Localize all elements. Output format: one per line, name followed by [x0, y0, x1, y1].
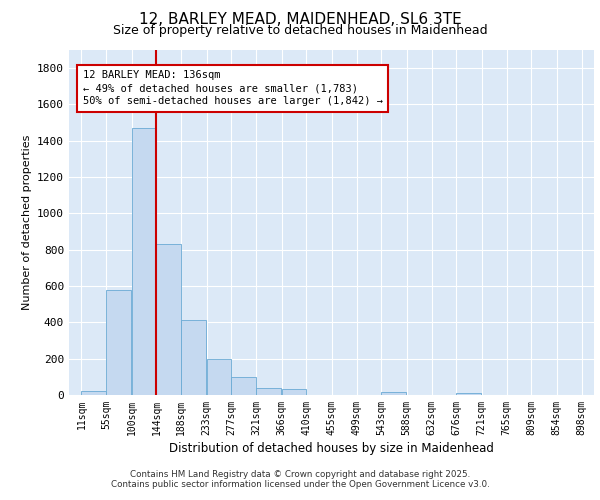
Bar: [206, 358, 232, 395]
Bar: [131, 128, 157, 395]
Bar: [382, 392, 406, 395]
Text: 12, BARLEY MEAD, MAIDENHEAD, SL6 3TE: 12, BARLEY MEAD, MAIDENHEAD, SL6 3TE: [139, 12, 461, 28]
Y-axis label: Number of detached properties: Number of detached properties: [22, 135, 32, 310]
Bar: [181, 320, 206, 395]
Bar: [232, 377, 256, 395]
Bar: [281, 388, 307, 395]
Text: 12 BARLEY MEAD: 136sqm
← 49% of detached houses are smaller (1,783)
50% of semi-: 12 BARLEY MEAD: 136sqm ← 49% of detached…: [83, 70, 383, 106]
Bar: [457, 393, 481, 395]
Text: Contains HM Land Registry data © Crown copyright and database right 2025.
Contai: Contains HM Land Registry data © Crown c…: [110, 470, 490, 489]
Bar: [157, 244, 181, 395]
Bar: [106, 290, 131, 395]
X-axis label: Distribution of detached houses by size in Maidenhead: Distribution of detached houses by size …: [169, 442, 494, 455]
Bar: [82, 392, 106, 395]
Text: Size of property relative to detached houses in Maidenhead: Size of property relative to detached ho…: [113, 24, 487, 37]
Bar: [256, 388, 281, 395]
